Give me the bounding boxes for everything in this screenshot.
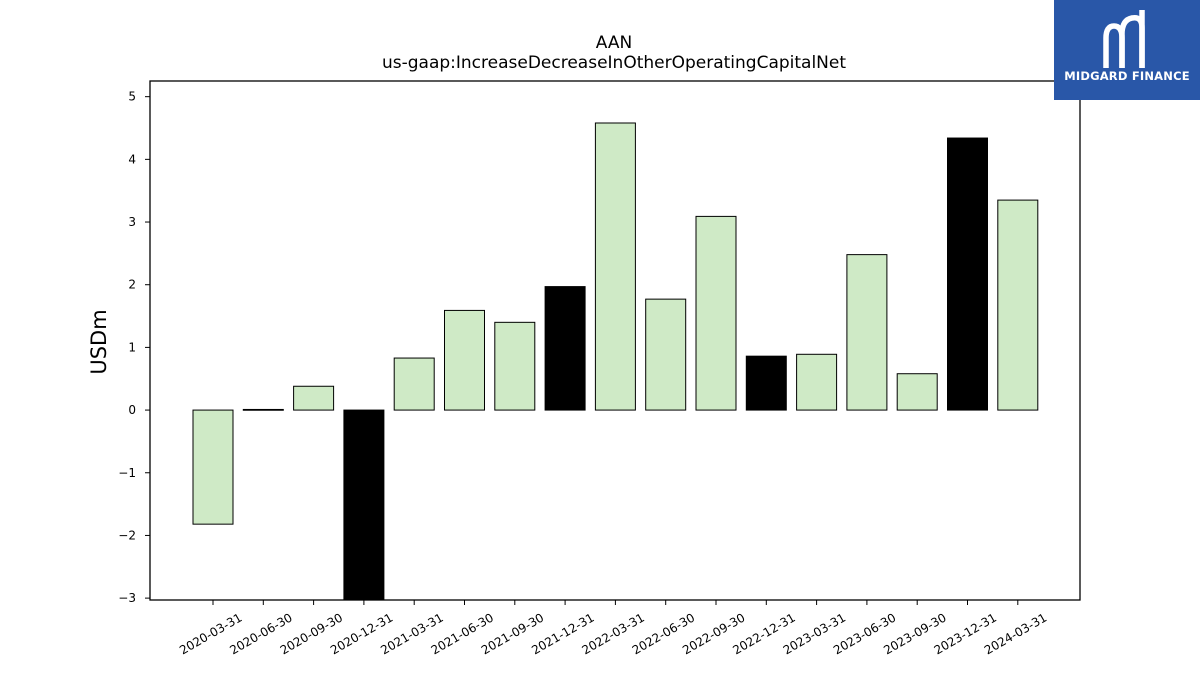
bar-2020-09-30 bbox=[293, 385, 335, 411]
y-axis-ticks: −3 −2 −1 0 1 2 3 4 5 bbox=[118, 90, 150, 605]
logo-text: MIDGARD FINANCE bbox=[1064, 69, 1190, 83]
midgard-finance-logo: MIDGARD FINANCE bbox=[1054, 0, 1200, 100]
bar-2023-03-31 bbox=[796, 353, 838, 411]
y-tick-label: 0 bbox=[128, 403, 136, 417]
bar-2021-03-31 bbox=[393, 357, 435, 411]
plot-frame bbox=[149, 80, 1081, 601]
bar-2020-06-30 bbox=[242, 408, 284, 411]
bar-2021-06-30 bbox=[444, 309, 485, 411]
bar-2022-09-30 bbox=[695, 215, 737, 411]
y-tick-label: 1 bbox=[128, 340, 136, 354]
bar-2022-06-30 bbox=[645, 298, 687, 411]
bar-2023-09-30 bbox=[896, 373, 938, 411]
y-tick-label: 2 bbox=[128, 278, 136, 292]
bar-2020-12-31 bbox=[343, 409, 385, 601]
bar-2024-03-31 bbox=[997, 199, 1039, 411]
x-axis-ticks: 2020-03-312020-06-302020-09-302020-12-31… bbox=[177, 600, 1049, 657]
y-tick-label: 4 bbox=[128, 152, 136, 166]
y-tick-label: −3 bbox=[118, 591, 136, 605]
y-tick-label: 5 bbox=[128, 90, 136, 104]
chart-subtitle: us-gaap:IncreaseDecreaseInOtherOperating… bbox=[382, 53, 846, 73]
bars-group bbox=[192, 122, 1039, 601]
y-tick-label: 3 bbox=[128, 215, 136, 229]
bar-2021-12-31 bbox=[544, 286, 586, 411]
bar-2020-03-31 bbox=[192, 409, 234, 525]
bar-2022-12-31 bbox=[745, 355, 787, 411]
y-tick-label: −1 bbox=[118, 466, 136, 480]
bar-2023-12-31 bbox=[947, 137, 988, 411]
y-axis-label: USDm bbox=[87, 309, 111, 374]
y-tick-label: −2 bbox=[118, 528, 136, 542]
chart-title: AAN bbox=[596, 33, 632, 53]
bar-2022-03-31 bbox=[594, 122, 636, 411]
bar-2023-06-30 bbox=[846, 254, 888, 411]
midgard-logo-icon bbox=[1103, 10, 1145, 68]
bar-2021-09-30 bbox=[494, 321, 536, 411]
